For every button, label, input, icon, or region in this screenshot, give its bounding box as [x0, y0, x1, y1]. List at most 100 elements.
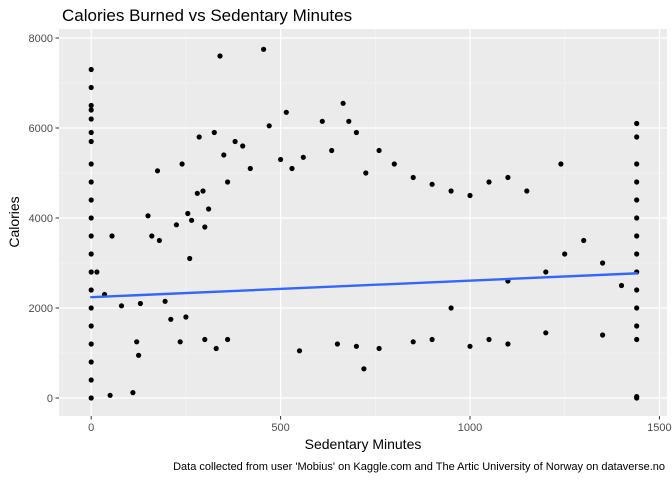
- chart-caption: Data collected from user 'Mobius' on Kag…: [173, 461, 665, 473]
- data-point: [194, 190, 200, 196]
- data-point: [221, 152, 227, 158]
- data-point: [634, 323, 640, 329]
- data-point: [353, 129, 359, 136]
- data-point: [240, 143, 246, 149]
- data-point: [118, 303, 125, 309]
- data-point: [467, 343, 473, 349]
- data-point: [524, 188, 530, 194]
- data-point: [183, 314, 189, 320]
- data-point: [634, 395, 640, 401]
- y-axis-title: Calories: [6, 196, 22, 247]
- data-point: [558, 161, 564, 167]
- x-tick-label: 500: [271, 422, 289, 434]
- data-point: [88, 215, 94, 221]
- data-point: [634, 215, 640, 221]
- data-point: [429, 181, 435, 187]
- data-point: [185, 210, 191, 217]
- plot-panel: [59, 29, 667, 416]
- data-point: [88, 179, 94, 185]
- data-point: [634, 287, 640, 293]
- data-point: [340, 100, 346, 106]
- data-point: [162, 298, 168, 304]
- data-point: [634, 134, 640, 140]
- y-tick-label: 2000: [29, 303, 53, 315]
- data-point: [634, 197, 640, 203]
- data-point: [543, 330, 549, 336]
- y-tick-label: 0: [47, 393, 53, 405]
- data-point: [187, 255, 193, 262]
- data-point: [88, 102, 94, 109]
- data-point: [634, 305, 640, 311]
- data-point: [346, 118, 352, 124]
- data-point: [634, 179, 640, 185]
- data-point: [177, 339, 183, 345]
- data-point: [634, 251, 640, 257]
- data-point: [225, 336, 231, 343]
- data-point: [168, 316, 174, 322]
- data-point: [156, 237, 162, 244]
- data-point: [196, 134, 202, 140]
- data-point: [88, 323, 94, 329]
- data-point: [88, 197, 94, 203]
- data-point: [261, 46, 267, 52]
- data-point: [353, 343, 359, 349]
- data-point: [278, 156, 284, 163]
- data-point: [88, 161, 94, 167]
- data-point: [213, 345, 219, 352]
- data-point: [88, 251, 94, 257]
- data-point: [137, 300, 143, 307]
- data-point: [543, 269, 549, 275]
- data-point: [505, 174, 511, 181]
- data-point: [247, 165, 253, 172]
- data-point: [410, 339, 416, 345]
- data-point: [232, 138, 238, 145]
- data-point: [217, 53, 223, 59]
- data-point: [361, 366, 367, 372]
- data-point: [376, 147, 382, 154]
- data-point: [391, 161, 397, 167]
- y-tick-label: 8000: [29, 33, 53, 45]
- data-point: [486, 336, 492, 343]
- trend-line: [89, 272, 638, 299]
- data-point: [505, 341, 511, 347]
- data-point: [618, 282, 625, 289]
- data-point: [467, 192, 473, 199]
- data-point: [88, 233, 94, 239]
- grid: [59, 29, 667, 416]
- y-tick-label: 4000: [29, 213, 53, 225]
- data-point: [283, 109, 289, 115]
- data-point: [88, 287, 94, 293]
- data-point: [179, 161, 185, 167]
- data-point: [88, 138, 94, 145]
- data-point: [448, 188, 454, 194]
- data-point: [154, 168, 161, 174]
- data-point: [88, 269, 94, 275]
- data-point: [634, 120, 640, 127]
- data-point: [211, 129, 217, 136]
- data-point: [376, 345, 382, 352]
- data-point: [189, 217, 195, 223]
- data-point: [334, 341, 340, 347]
- data-point: [410, 174, 416, 181]
- chart-title: Calories Burned vs Sedentary Minutes: [62, 6, 352, 25]
- data-point: [134, 339, 140, 345]
- data-point: [448, 305, 454, 311]
- data-point: [363, 170, 369, 176]
- data-point: [202, 224, 208, 230]
- data-point: [145, 213, 151, 219]
- data-point: [429, 336, 435, 343]
- x-tick-label: 1000: [458, 422, 482, 434]
- data-point: [88, 116, 94, 122]
- data-point: [202, 336, 208, 343]
- data-point: [634, 161, 640, 167]
- data-point: [486, 179, 492, 185]
- data-point: [88, 341, 94, 347]
- data-point: [329, 147, 335, 154]
- data-point: [206, 206, 212, 212]
- data-point: [88, 305, 94, 311]
- data-point: [200, 188, 206, 194]
- data-point: [88, 129, 94, 136]
- data-point: [136, 352, 142, 358]
